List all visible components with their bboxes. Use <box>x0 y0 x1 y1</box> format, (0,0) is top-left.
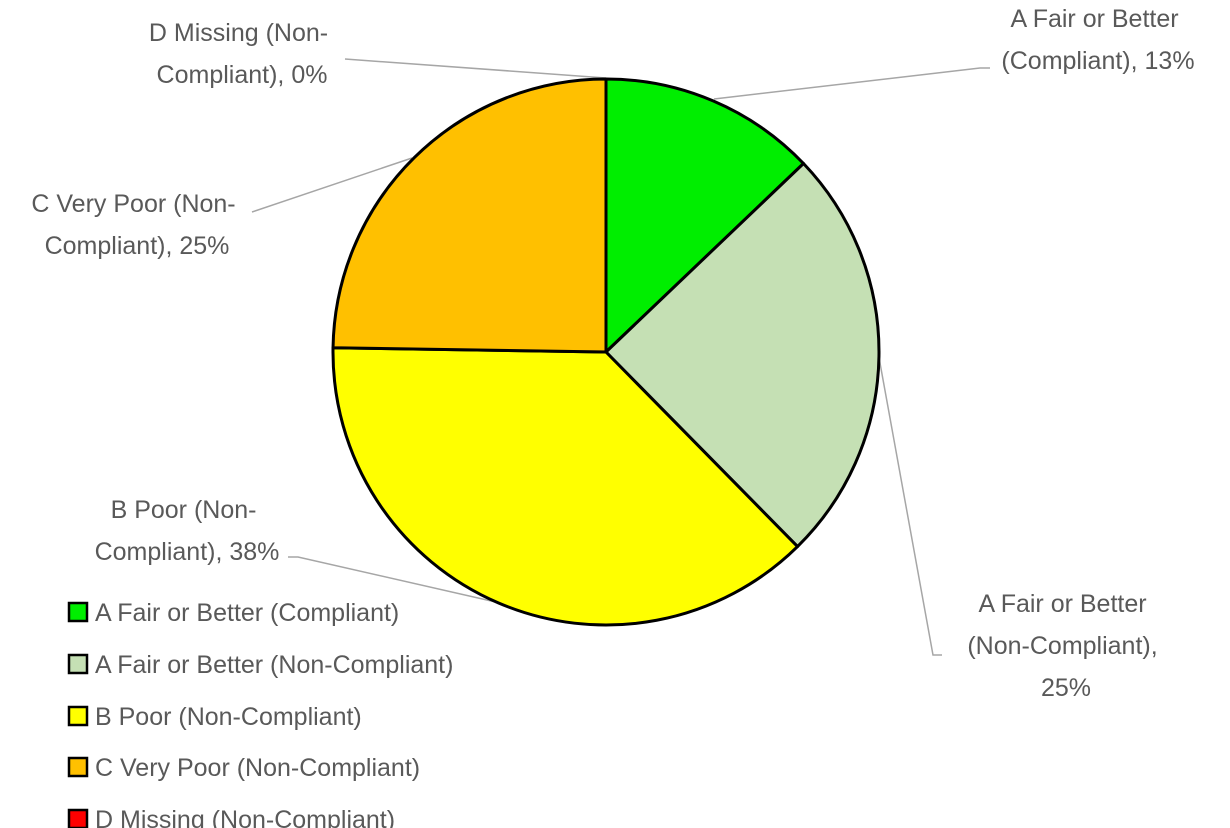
legend-label: A Fair or Better (Non-Compliant) <box>95 651 453 679</box>
data-label-a-fair-noncompliant: A Fair or Better (Non-Compliant), 25% <box>967 590 1164 702</box>
legend-item-c-very-poor[interactable]: C Very Poor (Non-Compliant) <box>67 754 420 782</box>
pie-slice-1[interactable] <box>604 162 881 549</box>
legend-item-d-missing[interactable]: D Missing (Non-Compliant) <box>67 806 395 828</box>
legend-item-b-poor[interactable]: B Poor (Non-Compliant) <box>67 703 362 731</box>
leader-line-a-fair-noncompliant <box>877 351 942 656</box>
pie-slice-3[interactable] <box>331 77 608 354</box>
leader-line-b-poor <box>288 556 501 604</box>
legend: A Fair or Better (Compliant) A Fair or B… <box>67 599 453 828</box>
legend-swatch <box>67 601 89 623</box>
legend-label: A Fair or Better (Compliant) <box>95 599 399 627</box>
leader-line-c-very-poor <box>251 157 413 213</box>
data-label-c-very-poor: C Very Poor (Non- Compliant), 25% <box>31 190 242 260</box>
legend-label: C Very Poor (Non-Compliant) <box>95 754 420 782</box>
leader-line-d-missing <box>344 58 607 79</box>
pie-slice-0[interactable] <box>604 77 805 354</box>
legend-swatch <box>67 653 89 675</box>
legend-swatch <box>67 705 89 727</box>
legend-swatch <box>67 756 89 778</box>
data-labels: A Fair or Better (Compliant), 13% A Fair… <box>31 5 1194 702</box>
pie-slice-2[interactable] <box>331 346 800 627</box>
legend-item-a-fair-compliant[interactable]: A Fair or Better (Compliant) <box>67 599 399 627</box>
data-label-b-poor: B Poor (Non- Compliant), 38% <box>95 496 280 566</box>
pie-slices <box>331 77 881 627</box>
leader-line-a-fair-compliant <box>713 67 990 100</box>
legend-label: D Missing (Non-Compliant) <box>95 806 395 828</box>
leader-lines <box>251 58 990 656</box>
legend-label: B Poor (Non-Compliant) <box>95 703 362 731</box>
data-label-a-fair-compliant: A Fair or Better (Compliant), 13% <box>1001 5 1194 75</box>
data-label-d-missing: D Missing (Non- Compliant), 0% <box>149 19 335 89</box>
legend-swatch <box>67 808 89 828</box>
legend-item-a-fair-noncompliant[interactable]: A Fair or Better (Non-Compliant) <box>67 651 453 679</box>
